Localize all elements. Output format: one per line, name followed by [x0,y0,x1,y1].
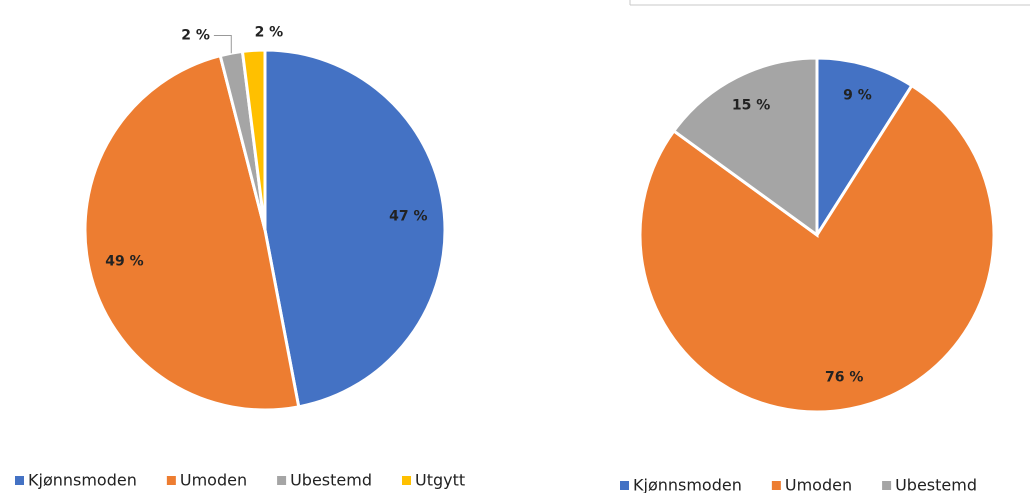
data-label: 49 % [105,253,143,269]
legend-label: Ubestemd [290,471,372,490]
legend-label: Umoden [180,471,247,490]
legend-label: Utgytt [415,471,465,490]
legend-label: Kjønnsmoden [633,476,742,493]
legend-label: Kjønnsmoden [28,471,137,490]
legend-swatch [277,476,287,485]
data-label: 9 % [843,88,872,104]
legend-label: Umoden [785,476,852,493]
data-label: 2 % [255,24,284,40]
legend-swatch [166,476,176,485]
legend-swatch [15,476,24,485]
pie-slice [815,56,914,241]
leader-line [213,35,232,54]
legend-swatch [882,481,892,490]
data-label: 47 % [389,208,427,224]
legend-swatch [771,481,781,490]
pie-slice [263,48,447,409]
legend-label: Ubestemd [895,476,977,493]
pie-slice [638,83,996,414]
data-label: 15 % [732,98,770,114]
data-label: 76 % [825,370,863,386]
pie-slice [671,56,819,238]
legend-swatch [402,476,411,485]
legend-swatch [620,481,629,490]
pie-slice [83,53,301,412]
data-label: 2 % [181,28,210,44]
pie-slice [240,48,267,231]
